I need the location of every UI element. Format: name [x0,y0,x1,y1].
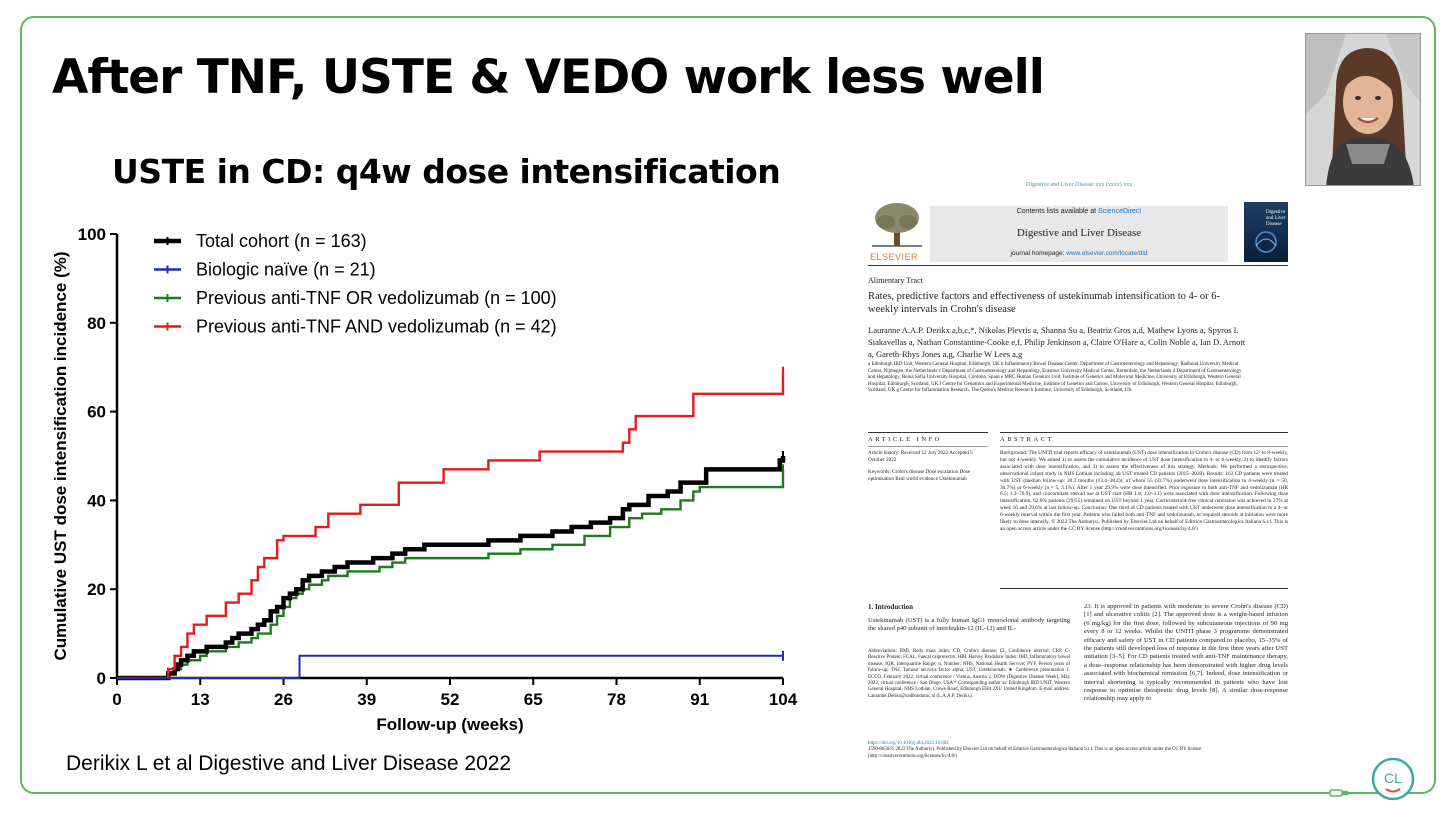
legend-label: Previous anti-TNF OR vedolizumab (n = 10… [196,288,557,308]
y-tick-label: 40 [87,491,106,510]
elsevier-tree-icon [872,203,922,247]
paper-rule [868,446,988,447]
slide-subtitle: USTE in CD: q4w dose intensification [112,152,781,191]
paper-authors: Lauranne A.A.P. Derikx a,b,c,*, Nikolas … [868,325,1246,359]
legend-item-2: Biologic naïve (n = 21) [154,260,376,280]
paper-rule [868,432,988,433]
contents-line: Contents lists available at ScienceDirec… [930,208,1228,215]
homepage-line: journal homepage: www.elsevier.com/locat… [930,250,1228,257]
plug-icon [1329,789,1348,797]
homepage-prefix: journal homepage: [1010,250,1067,257]
paper-thumbnail: Digestive and Liver Disease xxx (xxxx) x… [866,180,1290,770]
logo-text: CL [1384,770,1402,786]
x-tick-label: 65 [524,690,543,709]
paper-section: Alimentary Tract [868,276,923,285]
slide-title: After TNF, USTE & VEDO work less well [52,50,1045,105]
paper-rule [868,265,1288,266]
x-tick-label: 0 [112,690,121,709]
cl-logo: CL [1371,757,1415,801]
article-keywords: Keywords: Crohn's disease Dose escalatio… [868,469,971,482]
x-tick-label: 39 [357,690,376,709]
journal-masthead: Contents lists available at ScienceDirec… [930,206,1228,262]
series-line-2 [117,654,783,679]
y-tick-label: 0 [97,669,106,688]
introduction-heading: 1. Introduction [868,603,913,611]
x-tick-label: 78 [607,690,626,709]
paper-header: ELSEVIER Contents lists available at Sci… [868,200,1288,262]
abbreviations-footnote: Abbreviations: BMI, Body mass index; CD,… [868,649,1070,699]
presenter-portrait-image [1306,34,1420,185]
x-tick-label: 104 [769,690,798,709]
x-axis-title: Follow-up (weeks) [376,715,523,734]
abstract-text: Background: The UNITI trial reports effi… [1000,450,1288,532]
paper-rule [1000,588,1288,589]
legend-item-4: Previous anti-TNF AND vedolizumab (n = 4… [154,317,557,337]
y-tick-label: 20 [87,580,106,599]
paper-journal-ref: Digestive and Liver Disease xxx (xxxx) x… [1026,182,1133,188]
presenter-photo [1305,33,1421,186]
paper-affiliations: a Edinburgh IBD Unit, Western General Ho… [868,362,1242,394]
chart-series [117,366,786,681]
slide-frame [20,16,1436,794]
legend-label: Biologic naïve (n = 21) [196,260,376,280]
elsevier-wordmark: ELSEVIER [870,252,919,262]
article-info-heading: ARTICLE INFO [868,436,942,443]
paper-rule [1000,432,1288,433]
paper-rule [1000,446,1288,447]
journal-cover: Digestive and Liver Disease [1244,202,1288,262]
y-tick-label: 100 [78,225,106,244]
chart-axes: 0 20 40 60 80 100 0 13 26 39 52 65 78 91 104 [78,225,798,709]
legend-item-1: Total cohort (n = 163) [154,231,367,251]
series-line-1 [117,456,786,681]
chart-legend: Total cohort (n = 163) Biologic naïve (n … [154,231,557,337]
series-line-3 [117,469,785,680]
journal-homepage-link[interactable]: www.elsevier.com/locate/dld [1066,250,1148,257]
doi-link[interactable]: https://doi.org/10.1016/j.dld.2022.10.00… [868,741,949,746]
x-tick-label: 52 [441,690,460,709]
abstract-heading: ABSTRACT [1000,436,1054,443]
y-axis-title: Cumulative UST dose intensification inci… [51,251,70,660]
journal-cover-title: Digestive and Liver Disease [1266,210,1286,227]
license-line: 1590-8658/© 2022 The Author(s). Publishe… [868,747,1202,759]
series-line-4 [117,371,785,680]
article-history: Article history: Received 12 July 2022 A… [868,450,988,482]
elsevier-logo: ELSEVIER [868,200,926,262]
paper-title: Rates, predictive factors and effectiven… [868,291,1221,315]
legend-label: Previous anti-TNF AND vedolizumab (n = 4… [196,317,557,337]
sciencedirect-link[interactable]: ScienceDirect [1098,208,1142,215]
paper-doi-block: https://doi.org/10.1016/j.dld.2022.10.00… [868,741,1288,760]
x-tick-label: 26 [274,690,293,709]
contents-prefix: Contents lists available at [1016,208,1099,215]
citation: Derikix L et al Digestive and Liver Dise… [66,752,512,775]
legend-label: Total cohort (n = 163) [196,231,367,251]
x-tick-label: 13 [191,690,210,709]
journal-name: Digestive and Liver Disease [1016,227,1142,239]
introduction-left-column: Ustekinumab (UST) is a fully human IgG1 … [868,617,1070,633]
article-history-dates: Article history: Received 12 July 2022 A… [868,450,973,463]
y-tick-label: 80 [87,314,106,333]
chart: 0 20 40 60 80 100 0 13 26 39 52 65 78 91 104 Total coh… [51,225,798,734]
journal-cover-art [1255,231,1277,253]
introduction-right-column: 23. It is approved in patients with mode… [1084,603,1288,703]
x-tick-label: 91 [690,690,709,709]
legend-item-3: Previous anti-TNF OR vedolizumab (n = 10… [154,288,557,308]
y-tick-label: 60 [87,403,106,422]
